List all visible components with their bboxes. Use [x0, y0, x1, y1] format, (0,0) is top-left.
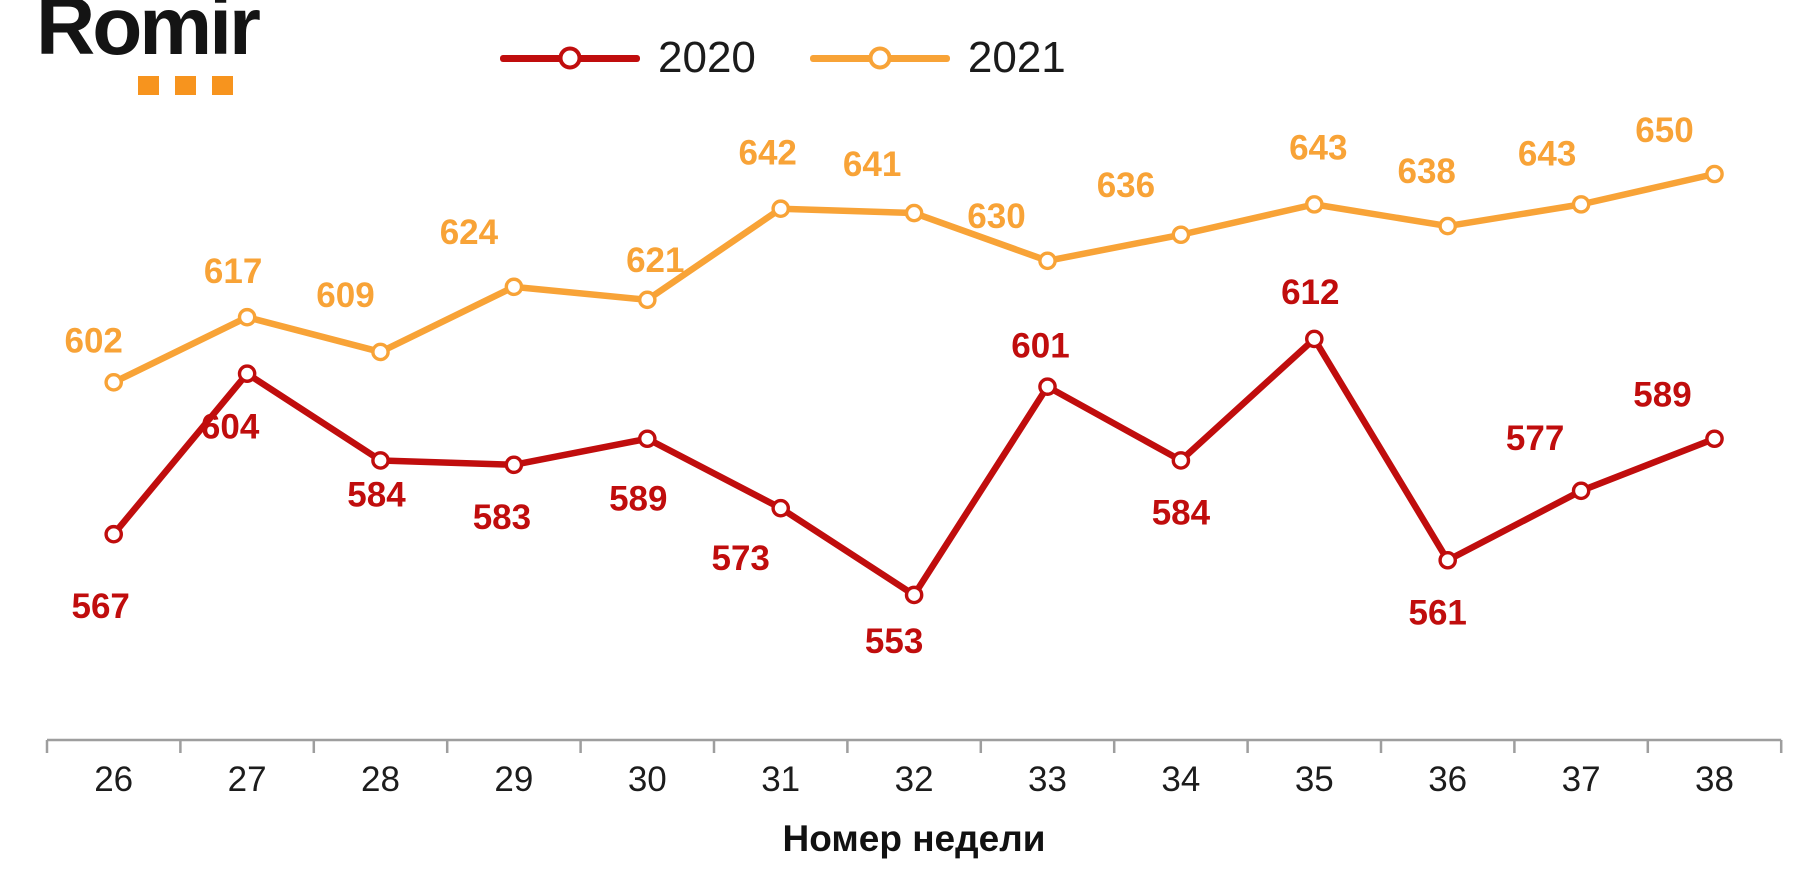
logo-dot-icon — [212, 76, 233, 95]
data-label-2021-29: 624 — [440, 213, 499, 252]
marker-2021-27 — [237, 307, 257, 327]
legend-label-2020: 2020 — [658, 33, 756, 82]
marker-2021-33 — [1038, 251, 1057, 271]
marker-2020-29 — [504, 455, 524, 475]
marker-2020-37 — [1571, 481, 1591, 501]
marker-2020-38 — [1705, 429, 1724, 449]
data-label-2020-27: 604 — [201, 408, 260, 447]
x-tick-label-36: 36 — [1428, 760, 1467, 799]
marker-2021-29 — [504, 277, 524, 297]
data-label-2020-28: 584 — [347, 475, 406, 514]
data-label-2021-26: 602 — [64, 321, 122, 360]
romir-logo-text: Romir — [36, 0, 261, 72]
legend-item-2021: 2021 — [809, 33, 1066, 82]
x-tick-label-34: 34 — [1161, 760, 1200, 799]
data-label-2021-33: 630 — [967, 197, 1025, 236]
marker-2021-37 — [1571, 195, 1591, 214]
x-tick-label-31: 31 — [761, 760, 800, 799]
legend-item-2020: 2020 — [500, 36, 756, 80]
marker-2021-34 — [1171, 225, 1191, 245]
x-tick-label-32: 32 — [895, 760, 934, 799]
marker-2021-38 — [1705, 164, 1724, 184]
x-tick-label-29: 29 — [494, 760, 533, 799]
x-tick-label-38: 38 — [1695, 760, 1734, 799]
marker-2020-31 — [771, 498, 791, 518]
marker-2021-30 — [638, 290, 657, 310]
data-label-2020-35: 612 — [1281, 273, 1339, 312]
chart-legend: 2020 2021 — [500, 36, 1066, 80]
data-label-2020-38: 589 — [1633, 376, 1691, 415]
marker-2021-32 — [904, 203, 924, 223]
data-label-2020-36: 561 — [1408, 593, 1466, 632]
romir-logo: Romir — [36, 0, 261, 95]
legend-line-swatch-2020 — [500, 46, 640, 70]
marker-2020-27 — [237, 364, 257, 383]
marker-2021-26 — [104, 373, 123, 392]
x-tick-label-30: 30 — [628, 760, 667, 799]
data-label-2021-34: 636 — [1097, 166, 1155, 205]
data-label-2021-38: 650 — [1635, 111, 1693, 150]
romir-logo-dots-icon — [138, 76, 233, 95]
marker-2020-35 — [1305, 329, 1324, 349]
marker-2021-28 — [371, 342, 390, 362]
x-tick-label-33: 33 — [1028, 760, 1067, 799]
x-tick-label-37: 37 — [1562, 760, 1601, 799]
marker-2020-28 — [371, 451, 390, 470]
x-tick-label-35: 35 — [1295, 760, 1334, 799]
marker-2020-32 — [904, 585, 924, 605]
logo-dot-icon — [138, 76, 159, 95]
data-label-2021-27: 617 — [204, 252, 262, 291]
legend-line-swatch-2021 — [809, 46, 950, 70]
x-axis-title: Номер недели — [782, 818, 1046, 859]
marker-2021-31 — [771, 199, 791, 219]
legend-label-2021: 2021 — [967, 33, 1066, 82]
data-label-2020-37: 577 — [1506, 419, 1564, 458]
legend-marker-icon-2020 — [558, 46, 582, 70]
x-tick-label-26: 26 — [94, 760, 133, 799]
data-label-2020-30: 589 — [609, 480, 667, 519]
data-label-2020-29: 583 — [473, 498, 531, 537]
data-label-2021-35: 643 — [1289, 128, 1347, 167]
logo-dot-icon — [175, 76, 196, 95]
data-label-2021-32: 641 — [843, 145, 901, 184]
marker-2020-30 — [638, 429, 657, 449]
x-tick-label-28: 28 — [361, 760, 400, 799]
data-label-2021-30: 621 — [626, 241, 684, 280]
data-label-2020-33: 601 — [1011, 327, 1069, 366]
marker-2021-36 — [1438, 216, 1457, 236]
data-label-2020-31: 573 — [711, 539, 769, 578]
legend-marker-icon-2021 — [868, 46, 892, 70]
marker-2020-33 — [1038, 377, 1057, 396]
data-label-2021-37: 643 — [1518, 134, 1576, 173]
marker-2021-35 — [1305, 195, 1324, 214]
marker-2020-36 — [1438, 550, 1457, 570]
series-line-2020 — [110, 335, 1718, 599]
data-label-2020-26: 567 — [71, 587, 129, 626]
data-label-2020-34: 584 — [1152, 493, 1211, 532]
x-tick-label-27: 27 — [228, 760, 267, 799]
data-label-2021-31: 642 — [738, 134, 796, 173]
marker-2020-26 — [104, 524, 123, 544]
data-label-2021-36: 638 — [1397, 152, 1455, 191]
data-label-2020-32: 553 — [865, 622, 923, 661]
marker-2020-34 — [1171, 451, 1191, 470]
data-label-2021-28: 609 — [316, 276, 374, 315]
